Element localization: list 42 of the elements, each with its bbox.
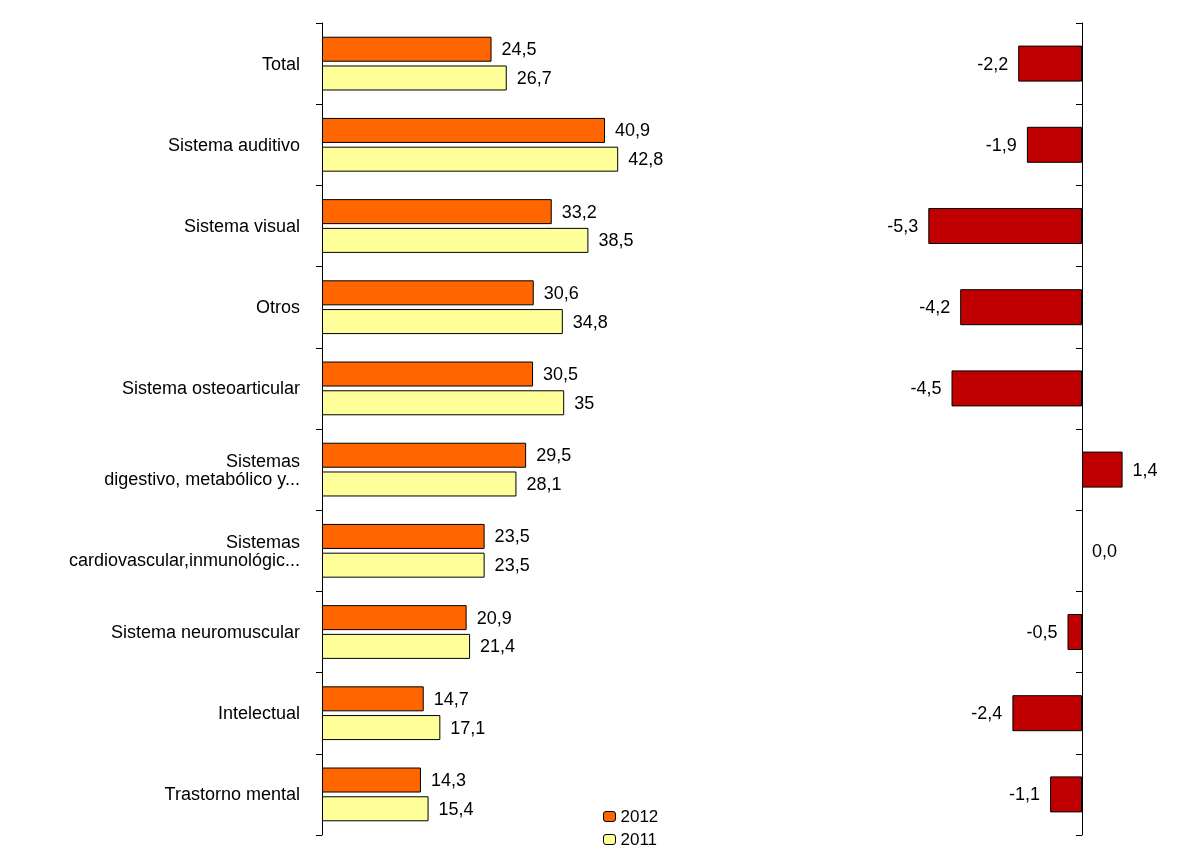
data-label: 28,1: [526, 473, 562, 494]
data-label: 40,9: [615, 120, 651, 141]
data-label: -1,1: [1009, 784, 1041, 805]
y-tick-label: Sistema visual: [183, 216, 300, 236]
data-label: 21,4: [480, 636, 516, 657]
y-tick-label: Intelectual: [217, 703, 300, 724]
data-label: 35: [574, 392, 595, 413]
data-label: 17,1: [450, 717, 486, 738]
y-tick-label: Sistemas cardiovascular,inmunológic...: [68, 531, 300, 570]
y-tick-label: Trastorno mental: [164, 784, 300, 805]
data-label: 29,5: [536, 445, 572, 466]
data-label: -1,9: [985, 134, 1017, 155]
data-label: 0,0: [1092, 540, 1118, 561]
data-label: 14,3: [430, 770, 466, 791]
data-label: 30,6: [543, 282, 579, 303]
data-label: -2,4: [971, 703, 1003, 724]
data-label: -2,2: [977, 53, 1009, 74]
y-tick-label: Sistema osteoarticular: [121, 378, 300, 399]
data-label: 23,5: [494, 526, 530, 547]
data-label: 38,5: [598, 230, 634, 251]
y-tick-label: Total: [261, 53, 300, 74]
data-label: 26,7: [516, 67, 552, 88]
legend-label: 2012: [620, 807, 659, 826]
data-label: 20,9: [476, 607, 512, 628]
data-label: 1,4: [1132, 459, 1158, 480]
data-label: 23,5: [494, 555, 530, 576]
data-label: 15,4: [438, 798, 474, 819]
data-label: 24,5: [501, 39, 537, 60]
data-label: -5,3: [887, 216, 919, 236]
data-label: 34,8: [572, 311, 608, 332]
data-label: 14,7: [433, 688, 469, 709]
data-label: 30,5: [543, 364, 579, 385]
y-tick-label: Sistema auditivo: [167, 134, 300, 155]
data-label: -0,5: [1026, 622, 1058, 642]
data-label: -4,2: [919, 297, 951, 318]
data-label: 42,8: [628, 149, 664, 170]
y-tick-label: Sistema neuromuscular: [110, 622, 300, 642]
y-tick-label: Sistemas digestivo, metabólico y...: [104, 450, 300, 489]
data-label: 33,2: [561, 201, 597, 222]
legend-label: 2011: [620, 830, 658, 849]
data-label: -4,5: [910, 378, 942, 399]
y-tick-label: Otros: [255, 297, 300, 318]
